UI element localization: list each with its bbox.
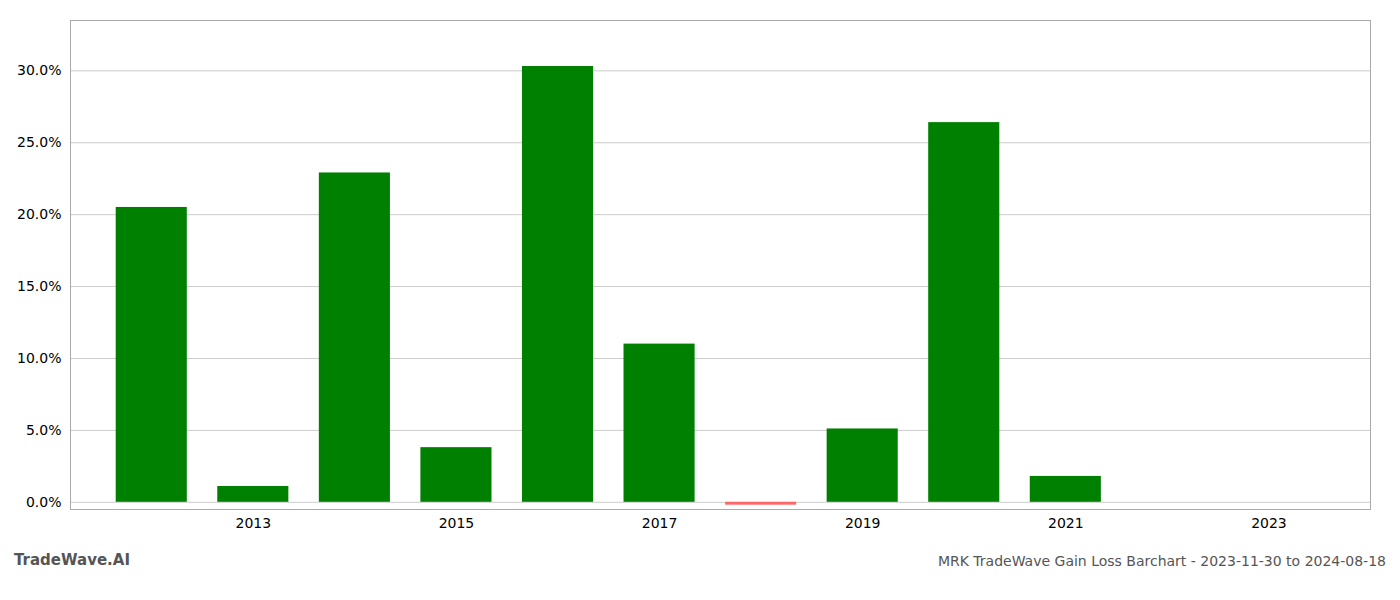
svg-text:2019: 2019	[845, 515, 881, 531]
svg-text:2013: 2013	[235, 515, 271, 531]
html-text:MRK TradeWave Gain Loss Barcha: MRK TradeWave Gain Loss Barchart - 2023-…	[937, 553, 1386, 569]
svg-text:10.0%: 10.0%	[17, 350, 61, 366]
svg-text:2023: 2023	[1251, 515, 1287, 531]
svg-text:30.0%: 30.0%	[17, 62, 61, 78]
svg-text:2015: 2015	[439, 515, 475, 531]
html-text:TradeWave.AI: TradeWave.AI	[14, 551, 130, 569]
svg-text:5.0%: 5.0%	[26, 422, 62, 438]
svg-text:2021: 2021	[1048, 515, 1084, 531]
svg-text:2017: 2017	[642, 515, 678, 531]
svg-text:0.0%: 0.0%	[26, 494, 62, 510]
svg-text:25.0%: 25.0%	[17, 134, 61, 150]
svg-text:20.0%: 20.0%	[17, 206, 61, 222]
svg-text:15.0%: 15.0%	[17, 278, 61, 294]
